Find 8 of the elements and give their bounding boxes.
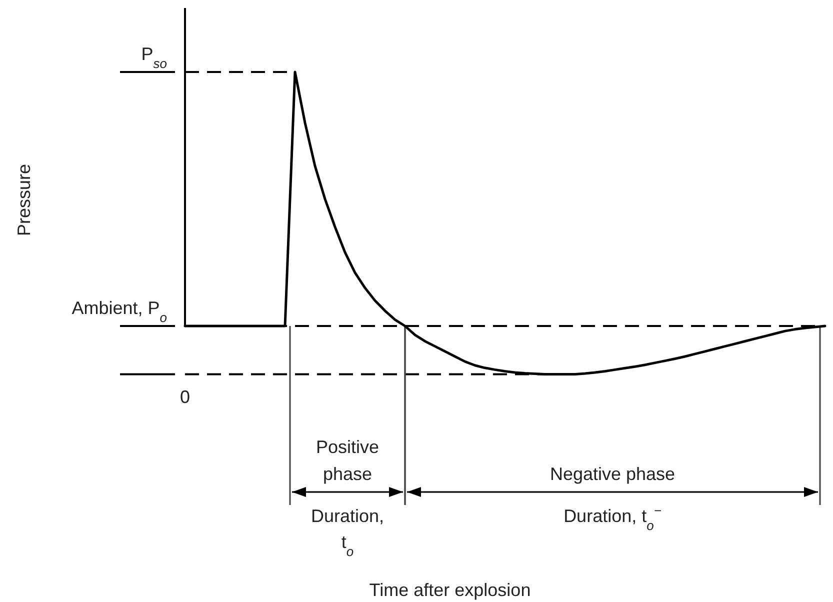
ref-line-label: P$_{so}$ xyxy=(141,44,167,70)
text: Duration, t$_{o}$ xyxy=(310,506,384,558)
ref-line-label: Ambient, P$_{o}$ xyxy=(72,298,167,324)
text: 0 xyxy=(180,387,190,407)
text: Negative phase xyxy=(550,464,676,484)
text: Positive phase xyxy=(316,437,380,484)
text: Time after explosion xyxy=(369,580,531,600)
text: Pressure xyxy=(14,164,34,236)
